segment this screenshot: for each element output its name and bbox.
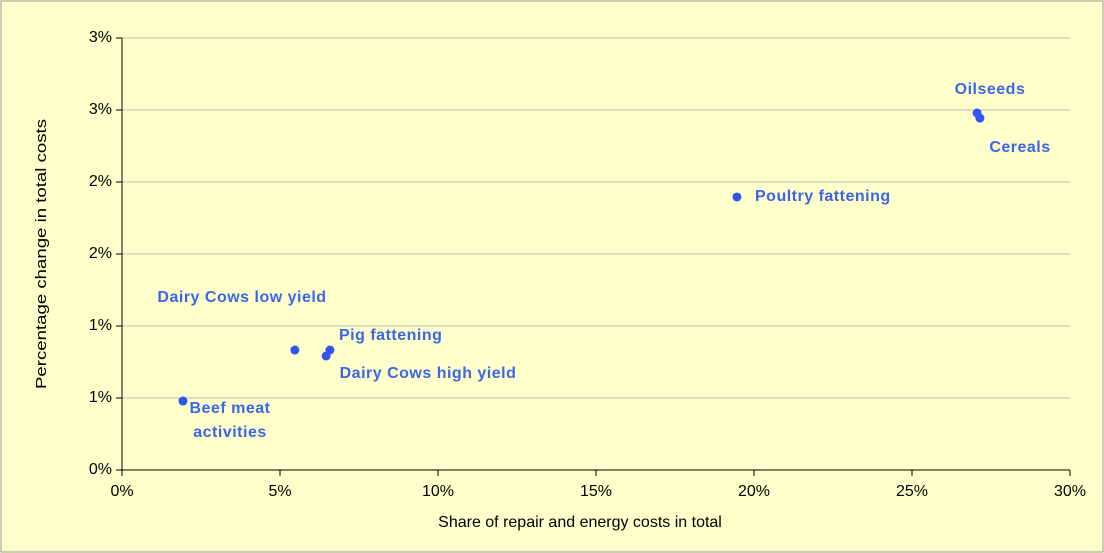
point <box>321 351 331 361</box>
x-tick-label: 0% <box>110 483 133 500</box>
x-axis-label: Share of repair and energy costs in tota… <box>438 514 722 531</box>
y-tick-label: 1% <box>89 317 112 334</box>
x-tick-label: 10% <box>422 483 454 500</box>
point-label: Pig fattening <box>339 327 443 344</box>
y-tick-label: 0% <box>89 461 112 478</box>
point <box>975 113 985 123</box>
y-tick-label: 2% <box>89 245 112 262</box>
y-tick-label: 2% <box>89 173 112 190</box>
y-tick-label: 3% <box>89 29 112 46</box>
x-tick-label: 20% <box>738 483 770 500</box>
point-label: Dairy Cows high yield <box>339 365 517 382</box>
point <box>732 192 742 202</box>
point-label: Oilseeds <box>954 81 1026 98</box>
y-tick-label: 1% <box>89 389 112 406</box>
point-label: Dairy Cows low yield <box>157 289 327 306</box>
x-tick-label: 15% <box>580 483 612 500</box>
point <box>178 396 188 406</box>
point-label: Beef meat activities <box>189 400 271 441</box>
x-tick-label: 30% <box>1054 483 1086 500</box>
point-label: Poultry fattening <box>755 188 891 205</box>
point-label: Cereals <box>989 139 1051 156</box>
point <box>290 345 300 355</box>
y-axis-label: Percentage change in total costs <box>33 119 50 389</box>
y-tick-label: 3% <box>89 101 112 118</box>
x-tick-label: 5% <box>268 483 291 500</box>
x-tick-label: 25% <box>896 483 928 500</box>
